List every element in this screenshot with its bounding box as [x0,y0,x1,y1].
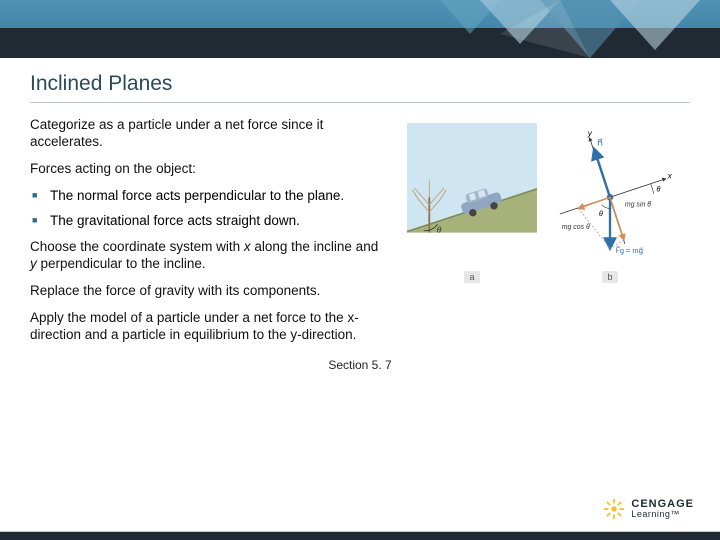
grav-label: F⃗g = mg⃗ [616,246,644,255]
sunburst-icon [603,498,625,520]
p3b: along the incline and [251,239,379,254]
figure-b-label: b [602,271,617,283]
fig-b-theta-lower: θ [599,209,603,218]
figure-a-svg: θ [407,123,537,262]
figure-b-panel: x y n⃗ F⃗g = mg⃗ [545,123,675,285]
normal-label: n⃗ [597,137,603,147]
bullet-gravity: The gravitational force acts straight do… [50,213,380,230]
p3c: perpendicular to the incline. [37,256,206,271]
content-area: Inclined Planes Categorize as a particle… [0,58,720,372]
footer-bar [0,532,720,540]
cengage-logo: CENGAGE Learning™ [603,498,694,520]
logo-sub: Learning™ [631,510,694,519]
comp-perp-label: mg cos θ [562,224,590,231]
fig-a-angle-label: θ [437,225,442,235]
paragraph-categorize: Categorize as a particle under a net for… [30,117,380,151]
fig-b-theta-axis: θ [656,185,660,194]
figure-a-panel: θ a [407,123,537,285]
slide-title: Inclined Planes [30,72,690,96]
figure-column: θ a [392,117,690,354]
paragraph-replace-gravity: Replace the force of gravity with its co… [30,283,380,300]
title-rule [30,102,690,103]
header-band [0,0,720,58]
p3a: Choose the coordinate system with [30,239,244,254]
figure-a-label: a [464,271,479,283]
axis-x-label: x [667,171,673,181]
logo-text: CENGAGE Learning™ [631,499,694,520]
two-column-layout: Categorize as a particle under a net for… [30,117,690,354]
bullet-normal-force: The normal force acts perpendicular to t… [50,188,380,205]
footer [0,524,720,540]
text-column: Categorize as a particle under a net for… [30,117,380,354]
figure-b-svg: x y n⃗ F⃗g = mg⃗ [545,123,675,262]
paragraph-coordinate-system: Choose the coordinate system with x alon… [30,239,380,273]
axis-y-label: y [587,128,593,138]
p3-y: y [30,256,37,271]
paragraph-forces-intro: Forces acting on the object: [30,161,380,178]
comp-parallel-label: mg sin θ [625,202,651,209]
section-label: Section 5. 7 [30,358,690,372]
force-bullets: The normal force acts perpendicular to t… [30,188,380,230]
paragraph-apply-model: Apply the model of a particle under a ne… [30,310,380,344]
header-triangle-decor [440,0,700,58]
p3-x: x [244,239,251,254]
